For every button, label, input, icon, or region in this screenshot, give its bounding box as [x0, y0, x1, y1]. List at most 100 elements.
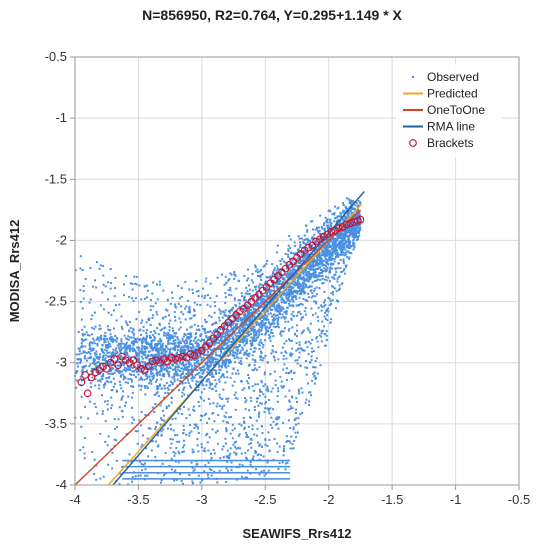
observed-point — [205, 434, 207, 436]
observed-point — [245, 287, 247, 289]
observed-point — [124, 367, 126, 369]
observed-point — [113, 309, 115, 311]
observed-point — [254, 340, 256, 342]
observed-point — [321, 250, 323, 252]
observed-point — [206, 304, 208, 306]
observed-point — [147, 438, 149, 440]
observed-point — [207, 474, 209, 476]
observed-point — [239, 303, 241, 305]
observed-point — [171, 401, 173, 403]
observed-point — [81, 345, 83, 347]
observed-point — [139, 338, 141, 340]
observed-point — [346, 256, 348, 258]
observed-point — [174, 345, 176, 347]
observed-point — [219, 328, 221, 330]
observed-point — [126, 352, 128, 354]
observed-point — [204, 414, 206, 416]
observed-point — [158, 395, 160, 397]
observed-point — [215, 373, 217, 375]
observed-point — [109, 373, 111, 375]
observed-point — [239, 328, 241, 330]
observed-point — [214, 385, 216, 387]
observed-point — [312, 314, 314, 316]
observed-point — [340, 252, 342, 254]
observed-point — [260, 323, 262, 325]
observed-point — [261, 381, 263, 383]
observed-point — [92, 359, 94, 361]
observed-point — [240, 380, 242, 382]
observed-point — [309, 285, 311, 287]
observed-point — [121, 371, 123, 373]
observed-point — [155, 440, 157, 442]
observed-point — [326, 267, 328, 269]
observed-point — [225, 276, 227, 278]
observed-point — [218, 355, 220, 357]
observed-point — [180, 375, 182, 377]
observed-point — [350, 233, 352, 235]
observed-point — [159, 281, 161, 283]
observed-point — [178, 441, 180, 443]
observed-point — [249, 331, 251, 333]
observed-point — [135, 430, 137, 432]
observed-point — [188, 288, 190, 290]
observed-point — [120, 376, 122, 378]
observed-point — [305, 399, 307, 401]
observed-point — [129, 336, 131, 338]
observed-point — [291, 448, 293, 450]
observed-point — [209, 403, 211, 405]
observed-point — [267, 310, 269, 312]
observed-point — [186, 366, 188, 368]
observed-point — [162, 343, 164, 345]
observed-point — [250, 442, 252, 444]
observed-point — [122, 390, 124, 392]
observed-point — [223, 314, 225, 316]
observed-point — [273, 421, 275, 423]
observed-point — [144, 350, 146, 352]
observed-point — [192, 380, 194, 382]
observed-point — [244, 314, 246, 316]
observed-point — [225, 481, 227, 483]
observed-point — [83, 350, 85, 352]
observed-point — [242, 389, 244, 391]
observed-point — [343, 231, 345, 233]
observed-point — [283, 343, 285, 345]
observed-point — [347, 213, 349, 215]
observed-point — [268, 408, 270, 410]
observed-point — [210, 349, 212, 351]
observed-point — [144, 385, 146, 387]
observed-point — [247, 382, 249, 384]
observed-point — [147, 455, 149, 457]
observed-point — [197, 389, 199, 391]
observed-point — [276, 251, 278, 253]
observed-point — [150, 324, 152, 326]
observed-point — [97, 380, 99, 382]
observed-point — [90, 382, 92, 384]
observed-point — [325, 276, 327, 278]
observed-point — [154, 346, 156, 348]
observed-point — [137, 443, 139, 445]
observed-point — [209, 384, 211, 386]
observed-point — [120, 399, 122, 401]
observed-point — [181, 480, 183, 482]
observed-point — [123, 364, 125, 366]
observed-point — [297, 417, 299, 419]
observed-point — [317, 341, 319, 343]
observed-point — [133, 333, 135, 335]
observed-point — [299, 238, 301, 240]
observed-point — [90, 318, 92, 320]
observed-point — [317, 316, 319, 318]
observed-point — [318, 267, 320, 269]
observed-point — [272, 335, 274, 337]
observed-point — [247, 374, 249, 376]
observed-point — [187, 345, 189, 347]
observed-point — [356, 236, 358, 238]
observed-point — [114, 372, 116, 374]
observed-point — [223, 325, 225, 327]
observed-point — [306, 274, 308, 276]
observed-point — [281, 330, 283, 332]
observed-point — [278, 317, 280, 319]
observed-point — [347, 235, 349, 237]
observed-point — [201, 376, 203, 378]
observed-point — [296, 305, 298, 307]
observed-point — [167, 387, 169, 389]
